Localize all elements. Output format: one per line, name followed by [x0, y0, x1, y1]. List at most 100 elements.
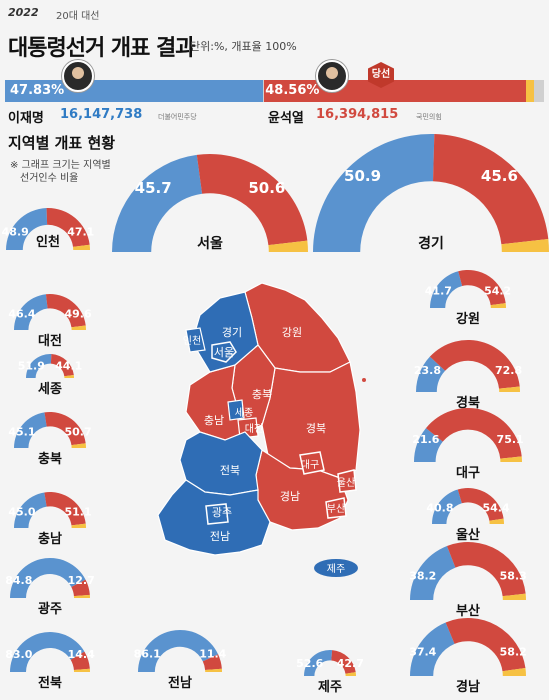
gauge-충북-label: 충북 [38, 451, 62, 467]
gauge-대전-yoon-arc [45, 294, 86, 328]
gauge-경남-yoon-value: 58.2 [500, 646, 527, 659]
gauge-전북-label: 전북 [38, 675, 62, 691]
gauge-광주-yoon-value: 12.7 [68, 574, 95, 587]
gauge-제주-lee-arc [304, 650, 333, 676]
gauge-인천-other-arc [73, 244, 90, 250]
gauge-경기-lee-arc [313, 133, 435, 252]
gauge-대구-yoon-value: 75.1 [497, 433, 524, 446]
gauge-전북-yoon-arc [70, 651, 90, 671]
gauge-인천-label: 인천 [36, 234, 60, 250]
map-island-ulleung [362, 378, 366, 382]
gauge-서울-other-arc [268, 240, 308, 252]
gauge-전남-lee-value: 86.1 [134, 647, 161, 660]
gauge-경북-other-arc [499, 386, 520, 392]
gauge-부산-yoon-arc [446, 542, 526, 597]
map-label-daegu: 대구 [301, 459, 319, 471]
gauge-대전-lee-arc [14, 294, 48, 330]
gauge-경북-lee-value: 23.8 [414, 364, 441, 377]
map-label-sejong: 세종 [235, 407, 253, 419]
gauge-서울-yoon-arc [196, 154, 308, 246]
gauge-충남-yoon-value: 51.1 [65, 505, 92, 518]
gauge-울산-yoon-arc [457, 488, 504, 521]
gauge-전남-yoon-arc [202, 654, 222, 671]
gauge-경기-label: 경기 [418, 235, 444, 252]
gauge-경남-label: 경남 [456, 679, 480, 695]
gauge-충북-other-arc [71, 443, 86, 448]
map-region-gwangju [205, 503, 229, 525]
bar-segment-other [526, 80, 534, 102]
gauge-대전-label: 대전 [38, 333, 62, 349]
map-label-incheon: 인천 [183, 335, 201, 347]
gauge-광주-other-arc [73, 594, 90, 598]
yoon-party: 국민의힘 [416, 113, 442, 121]
header-subtitle: 20대 대선 [56, 11, 100, 22]
lee-name: 이재명 [8, 111, 44, 126]
gauge-인천-yoon-value: 47.1 [67, 225, 94, 238]
gauge-경북-yoon-value: 72.8 [495, 364, 522, 377]
gauge-인천-lee-value: 48.9 [2, 225, 29, 238]
gauge-대구-lee-value: 21.6 [412, 433, 439, 446]
gauge-전남-other-arc [205, 668, 222, 672]
gauge-대전-yoon-value: 49.6 [65, 307, 92, 320]
gauge-경남-yoon-arc [445, 618, 526, 672]
gauge-충북-lee-arc [14, 412, 47, 448]
gauge-경남-lee-arc [410, 622, 455, 676]
gauge-강원-other-arc [490, 303, 506, 308]
gauge-부산-yoon-value: 58.3 [500, 570, 527, 583]
title-note: 단위:%, 개표율 100% [190, 40, 297, 53]
map-label-jeonnam: 전남 [210, 530, 230, 543]
gauge-강원-lee-value: 41.7 [425, 285, 452, 298]
gauge-부산-lee-arc [410, 545, 456, 600]
gauge-경기-yoon-arc [433, 134, 549, 245]
gauge-세종-lee-arc [26, 354, 52, 378]
yoon-avatar [316, 60, 348, 92]
gauge-울산-lee-arc [432, 489, 462, 524]
map-label-gwangju: 광주 [212, 506, 232, 519]
gauge-전북-lee-value: 83.0 [5, 648, 32, 661]
gauge-충남-lee-arc [14, 492, 47, 528]
map-label-ulsan: 울산 [337, 477, 355, 489]
map-label-gyeongbuk: 경북 [306, 422, 326, 435]
map-region-incheon [185, 327, 206, 353]
gauge-대구-label: 대구 [456, 466, 480, 481]
gauge-부산-lee-value: 38.2 [409, 570, 436, 583]
gauge-전남-lee-arc [138, 629, 219, 672]
gauge-충남-lee-value: 45.0 [8, 505, 35, 518]
gauge-전북-lee-arc [10, 632, 85, 672]
gauge-서울-yoon-value: 50.6 [248, 179, 285, 197]
yoon-name: 윤석열 [268, 111, 304, 126]
gauge-세종-lee-value: 51.9 [18, 360, 45, 373]
gauge-대전-lee-value: 46.4 [8, 307, 35, 320]
gauge-강원-yoon-arc [458, 270, 506, 306]
gauge-세종-yoon-value: 44.1 [55, 360, 82, 373]
map-region-jeju [314, 559, 358, 577]
gauge-경남-other-arc [502, 668, 526, 676]
header-logo: 2022 [8, 6, 39, 19]
gauge-충북-yoon-value: 50.7 [65, 425, 92, 438]
yoon-votes: 16,394,815 [316, 107, 399, 122]
map-region-sejong [227, 399, 245, 421]
gauge-경북-lee-arc [416, 356, 446, 392]
map-label-jeju: 제주 [327, 563, 345, 575]
yoon-percent: 48.56% [265, 83, 320, 98]
gauge-부산-other-arc [502, 593, 526, 600]
gauge-전북-yoon-value: 14.4 [68, 648, 95, 661]
section-note-1: ※ 그래프 크기는 지역별 [10, 160, 111, 171]
map-region-busan [325, 497, 347, 519]
gauge-전남-label: 전남 [168, 675, 192, 691]
map-region-daegu [299, 451, 325, 475]
gauge-대구-other-arc [500, 456, 522, 462]
gauge-부산-label: 부산 [456, 603, 480, 619]
gauge-세종-yoon-arc [50, 354, 74, 377]
map-region-seoul [211, 341, 237, 363]
section-title: 지역별 개표 현황 [8, 134, 116, 152]
gauge-충남-yoon-arc [44, 492, 86, 526]
lee-percent: 47.83% [10, 83, 65, 98]
gauge-광주-lee-value: 84.8 [5, 574, 32, 587]
gauge-대구-yoon-arc [425, 408, 522, 459]
gauge-전북-other-arc [73, 668, 90, 672]
gauge-세종-other-arc [64, 374, 74, 378]
map-label-chungnam: 충남 [204, 414, 224, 427]
